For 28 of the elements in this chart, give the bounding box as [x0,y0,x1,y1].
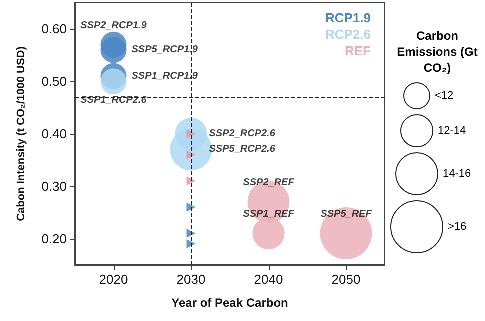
legend-label: 12-14 [438,125,466,138]
annotation: SSP2_RCP1.9 [80,20,148,32]
annotation: SSP5_REF [320,209,373,220]
annotation: SSP1_RCP2.6 [80,95,148,106]
text: RCP2.6 [325,27,371,42]
legend-title: Carbon Emissions (Gt CO₂) [396,28,479,76]
annotation: SSP1_RCP1.9 [132,70,198,82]
y-tick-label: 0.60 [42,22,67,37]
y-tick-label: 0.50 [42,74,67,90]
annotation: SSP5_RCP2.6 [209,144,276,156]
legend-label: 14-16 [442,168,472,180]
text: RCP1.9 [325,10,371,26]
x-tick-label: 2050 [332,272,361,287]
text: REF [345,44,372,58]
x-tick-label: 2020 [99,272,128,287]
y-axis-title: Cabon Intensity (t CO₂/1000 USD) [16,46,28,222]
y-tick-label: 0.30 [42,178,67,194]
annotation: SSP2_RCP2.6 [209,128,276,140]
y-tick-label: 0.40 [42,126,67,142]
annotation: SSP5_RCP1.9 [132,44,198,56]
legend-label: <12 [435,90,454,102]
annotation: SSP1_REF [243,209,296,220]
x-axis-title: Year of Peak Carbon [172,296,288,310]
legend-label: >16 [448,220,467,233]
annotation: SSP2_REF [243,178,296,189]
x-tick-label: 2030 [176,272,206,287]
y-tick-label: 0.20 [42,231,67,246]
x-tick-label: 2040 [254,272,284,287]
